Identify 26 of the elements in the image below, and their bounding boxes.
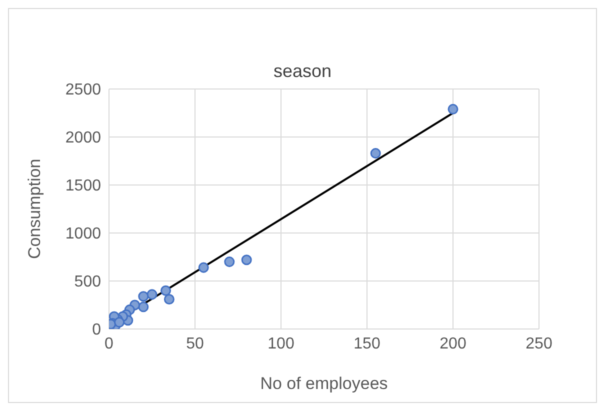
point: [146, 289, 158, 300]
x-tick-label: 100: [268, 335, 294, 352]
x-tick-label: 150: [354, 335, 380, 352]
point: [114, 317, 125, 328]
x-tick-label: 50: [186, 335, 204, 352]
x-tick-label: 200: [440, 335, 466, 352]
y-axis-title: Consumption: [25, 158, 44, 259]
y-tick-label: 1500: [65, 178, 102, 195]
point: [198, 262, 209, 273]
y-tick-label: 2500: [65, 82, 102, 99]
x-tick-label: 250: [526, 335, 552, 352]
point: [241, 254, 252, 266]
point: [138, 302, 149, 312]
point: [160, 285, 172, 296]
point: [370, 148, 381, 159]
point: [138, 291, 149, 302]
x-tick-label: 0: [104, 335, 114, 352]
point: [164, 294, 174, 304]
y-tick-label: 1000: [65, 226, 102, 243]
y-tick-label: 2000: [65, 130, 102, 147]
y-tick-label: 500: [74, 274, 102, 291]
point: [224, 256, 235, 268]
point: [448, 104, 458, 114]
chart-title: season: [272, 61, 333, 82]
y-tick-label: 0: [92, 322, 102, 339]
x-axis-title: No of employees: [260, 374, 388, 393]
